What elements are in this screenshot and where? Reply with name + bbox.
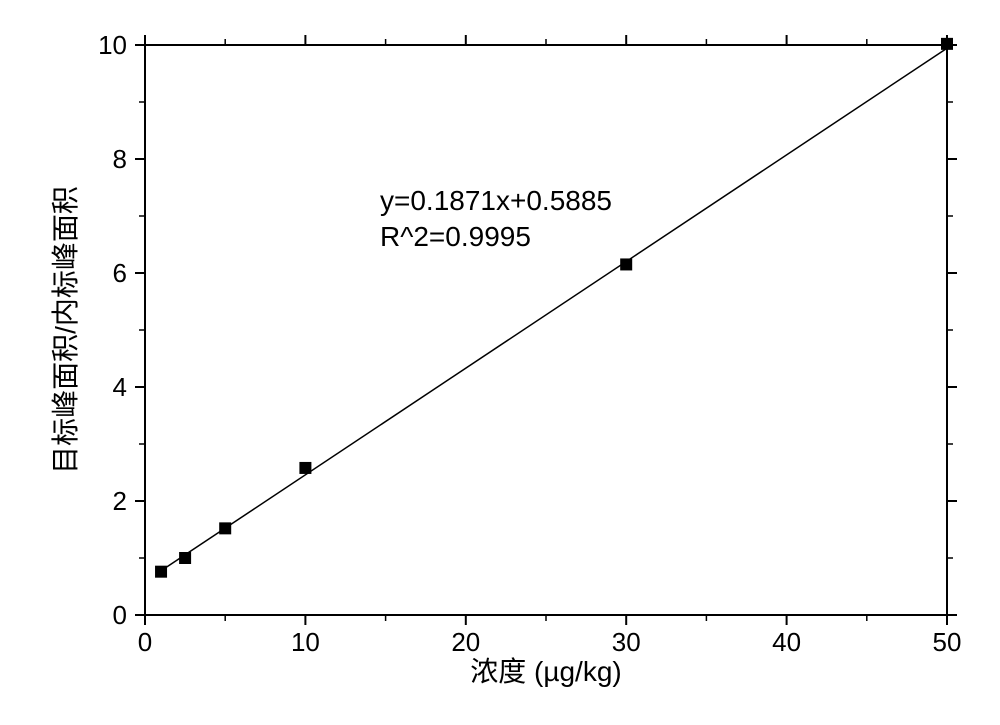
x-axis-label: 浓度 (µg/kg) [470, 656, 622, 687]
data-point [299, 462, 311, 474]
data-point [219, 522, 231, 534]
y-axis-label: 目标峰面积/内标峰面积 [50, 186, 81, 474]
y-tick-label: 10 [98, 30, 127, 60]
chart-svg: 0 10 20 30 40 50 0 2 4 6 8 10 浓度 (µg/kg) 目标峰面积/内标峰面积 y… [0, 0, 1000, 725]
x-tick-label: 0 [138, 627, 152, 657]
x-tick-label: 30 [612, 627, 641, 657]
y-tick-label: 2 [113, 486, 127, 516]
x-tick-label: 50 [933, 627, 962, 657]
y-tick-label: 6 [113, 258, 127, 288]
equation-line1: y=0.1871x+0.5885 [380, 185, 612, 216]
data-point [155, 566, 167, 578]
data-point [179, 552, 191, 564]
y-tick-label: 4 [113, 372, 127, 402]
calibration-chart: 0 10 20 30 40 50 0 2 4 6 8 10 浓度 (µg/kg) 目标峰面积/内标峰面积 y… [0, 0, 1000, 725]
x-tick-label: 40 [772, 627, 801, 657]
data-point [941, 38, 953, 50]
y-tick-label: 0 [113, 600, 127, 630]
regression-line [161, 48, 947, 571]
x-tick-label: 20 [451, 627, 480, 657]
y-tick-label: 8 [113, 144, 127, 174]
data-point [620, 258, 632, 270]
equation-line2: R^2=0.9995 [380, 221, 531, 252]
x-tick-label: 10 [291, 627, 320, 657]
